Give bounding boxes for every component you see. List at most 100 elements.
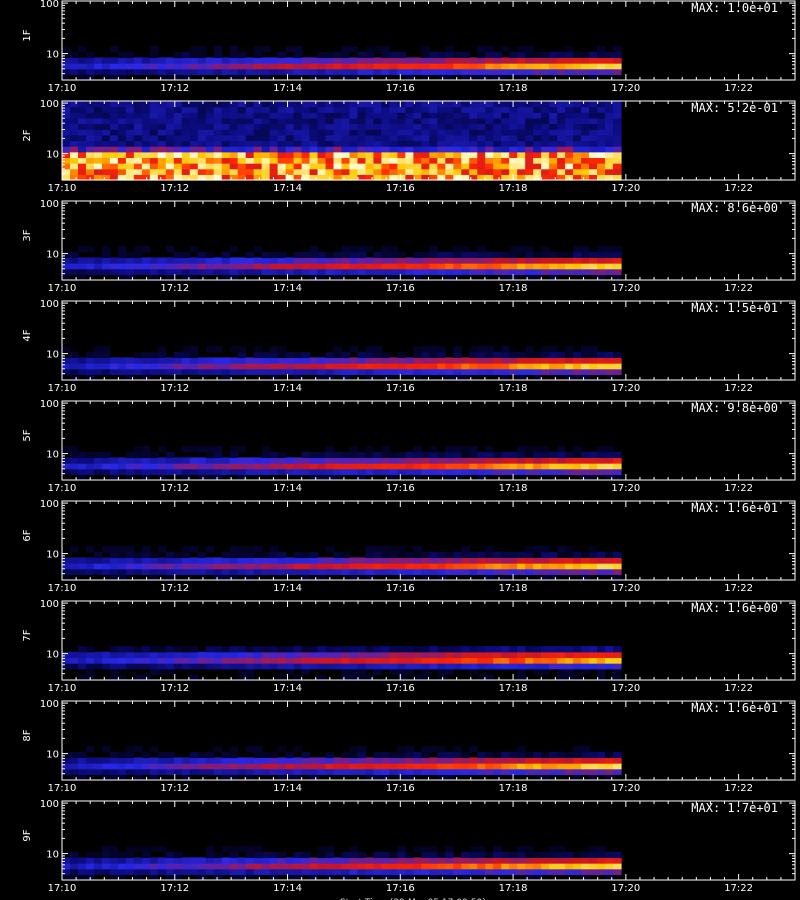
heatmap-cell [333,868,343,875]
heatmap-cell [205,851,215,859]
heatmap-cell [613,357,622,364]
heatmap-cell [341,74,351,81]
heatmap-cell [109,123,119,130]
heatmap-cell [221,151,231,159]
heatmap-cell [589,863,598,870]
heatmap-cell [317,851,327,859]
heatmap-cell [285,123,295,130]
heatmap-cell [317,57,327,64]
heatmap-cell [309,663,319,670]
heatmap-cell [333,651,343,659]
heatmap-cell [485,51,494,59]
heatmap-cell [445,46,454,53]
heatmap-cell [245,651,255,659]
heatmap-cell [541,146,550,153]
heatmap-cell [205,157,215,164]
heatmap-cell [85,101,95,108]
heatmap-cell [437,863,446,870]
heatmap-cell [525,106,534,113]
heatmap-cell [165,140,175,147]
heatmap-cell [245,557,255,564]
heatmap-cell [389,468,398,475]
heatmap-cell [461,368,470,375]
heatmap-cell [261,663,271,670]
heatmap-cell [173,112,183,119]
heatmap-cell [501,868,510,875]
heatmap-cell [109,46,119,53]
heatmap-cell [613,106,622,113]
heatmap-cell [189,357,199,364]
heatmap-cell [341,646,351,653]
heatmap-cell [341,146,351,153]
heatmap-cell [533,446,542,453]
heatmap-cell [469,112,478,119]
heatmap-cell [565,568,574,575]
heatmap-cell [533,668,542,675]
heatmap-cell [533,129,542,136]
heatmap-cell [461,357,470,364]
heatmap-cell [309,368,319,375]
heatmap-cell [357,268,367,275]
heatmap-cell [533,463,542,470]
heatmap-cell [213,63,223,70]
heatmap-cell [277,268,287,275]
heatmap-cell [221,768,231,775]
heatmap-cell [165,646,175,653]
heatmap-cell [485,134,494,142]
heatmap-cell [253,257,263,264]
heatmap-cell [469,346,478,353]
heatmap-cell [77,663,87,670]
heatmap-cell [165,557,175,564]
heatmap-cell [85,268,95,275]
heatmap-cell [477,129,486,136]
heatmap-cell [525,140,534,147]
heatmap-cell [477,263,486,270]
heatmap-cell [237,140,247,147]
heatmap-cell [469,846,478,853]
heatmap-cell [141,117,151,125]
heatmap-cell [469,134,478,142]
heatmap-cell [373,763,383,770]
heatmap-cell [365,117,375,125]
heatmap-cell [173,63,183,70]
heatmap-cell [525,357,534,364]
heatmap-cell [381,351,391,359]
heatmap-cell [69,57,79,64]
heatmap-cell [421,651,430,659]
heatmap-cell [237,868,247,875]
heatmap-cell [237,668,247,675]
heatmap-cell [301,101,311,108]
heatmap-cell [573,468,582,475]
heatmap-cell [445,451,454,459]
heatmap-cell [285,112,295,119]
heatmap-cell [245,757,255,764]
heatmap-cell [317,257,327,264]
heatmap-cell [349,146,359,153]
heatmap-cell [357,151,367,159]
heatmap-cell [413,674,422,681]
heatmap-cell [605,163,614,170]
heatmap-cell [261,174,271,181]
heatmap-cell [229,663,239,670]
heatmap-cell [189,51,199,59]
heatmap-cell [333,863,343,870]
heatmap-cell [293,463,303,470]
heatmap-cell [285,763,295,770]
heatmap-cell [477,63,486,70]
heatmap-cell [101,851,111,859]
heatmap-cell [301,757,311,764]
heatmap-cell [573,863,582,870]
heatmap-1f [62,46,622,81]
heatmap-cell [549,63,558,70]
heatmap-cell [141,646,151,653]
heatmap-cell [285,357,295,364]
heatmap-cell [445,857,454,864]
heatmap-cell [365,157,375,164]
heatmap-cell [85,768,95,775]
heatmap-cell [525,57,534,64]
heatmap-cell [581,868,590,875]
heatmap-cell [365,101,375,108]
heatmap-cell [221,757,231,764]
heatmap-cell [573,68,582,75]
heatmap-cell [429,657,438,664]
